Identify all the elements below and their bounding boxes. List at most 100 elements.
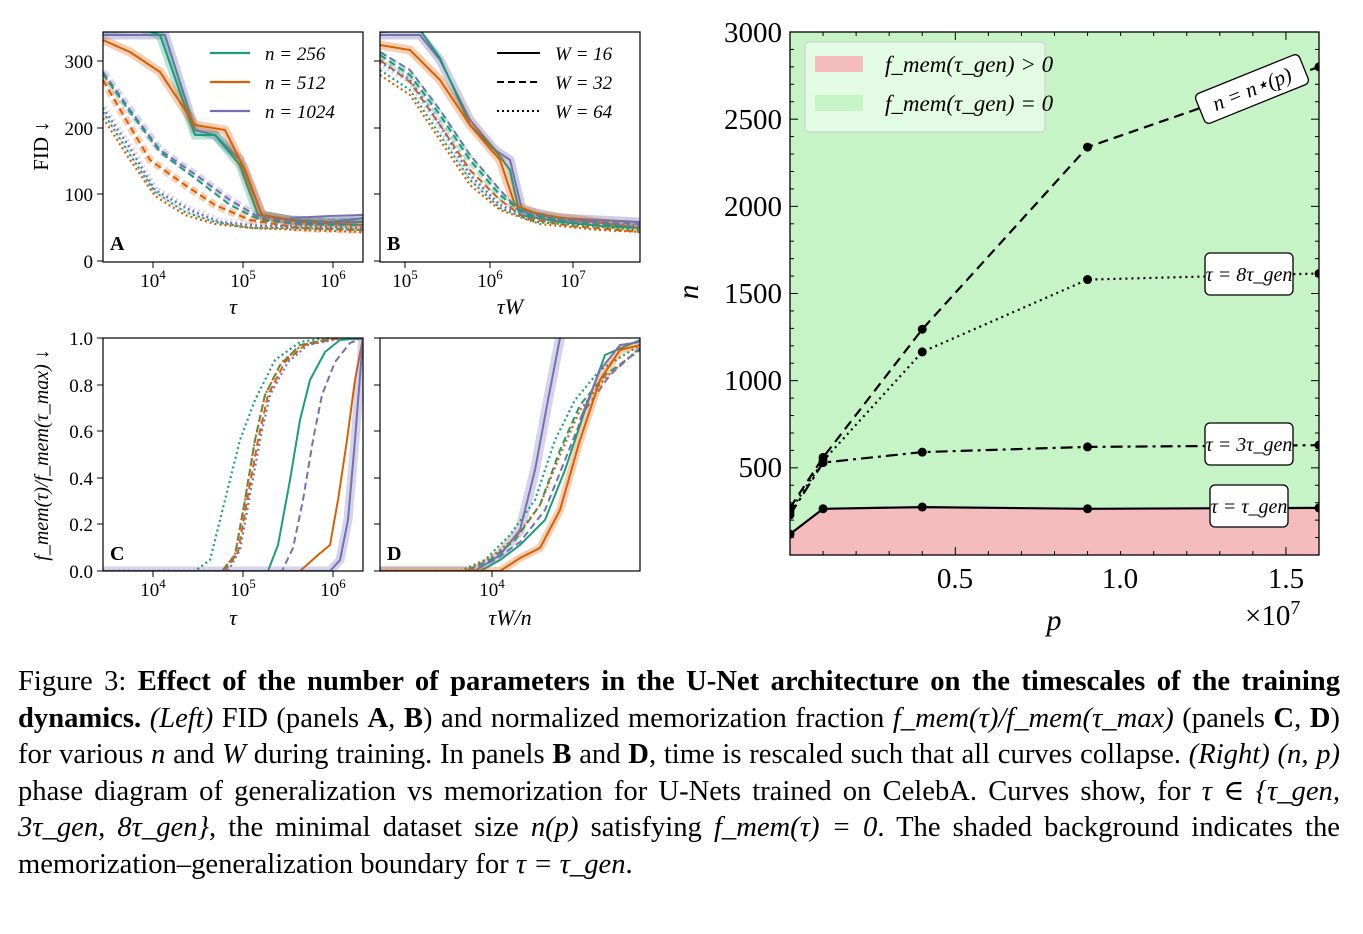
phase-curves <box>790 62 1319 539</box>
legend-green-label: f_mem(τ_gen) = 0 <box>885 91 1054 116</box>
panel-c-ylabel: f_mem(τ)/f_mem(τ_max) ↓ <box>31 349 53 560</box>
panel-b-xtick-1e6: 106 <box>477 267 503 292</box>
caption-text-15: . <box>625 848 633 880</box>
phase-point-1-2 <box>917 347 927 357</box>
caption-np2: n(p) <box>530 812 579 844</box>
phase-ytick-500: 500 <box>739 452 783 484</box>
caption-text-9: and <box>579 739 621 771</box>
caption-text-2: , <box>388 702 396 734</box>
legend-red-swatch <box>815 56 863 72</box>
panel-c-xtick-1e5: 105 <box>230 576 256 601</box>
panel-b-xtick-1e5: 105 <box>392 267 418 292</box>
legend-n-256-label: n = 256 <box>265 44 326 65</box>
panel-a-ylabel: FID ↓ <box>29 121 53 171</box>
panel-a-xlabel: τ <box>229 294 238 319</box>
phase-ylabel: n <box>672 285 705 300</box>
panel-c-letter: C <box>110 543 124 565</box>
caption-ref-d2: D <box>628 739 649 771</box>
phase-ytick-1500: 1500 <box>724 278 782 310</box>
caption-fmem-ratio: f_mem(τ)/f_mem(τ_max) <box>892 702 1174 734</box>
region-memorization <box>790 507 1319 555</box>
legend-w64-label: W = 64 <box>555 102 613 123</box>
panel-c-ytick-06: 0.6 <box>69 422 93 443</box>
legend-w16-label: W = 16 <box>555 44 613 65</box>
phase-point-0-2 <box>917 324 927 334</box>
panel-a-ytick-0: 0 <box>84 252 94 273</box>
caption-text-12: , the minimal dataset size <box>208 812 519 844</box>
panel-c-ytick-02: 0.2 <box>69 515 93 536</box>
panel-c: 0.0 0.2 0.4 0.6 0.8 1.0 104 105 106 τ f_… <box>31 329 364 630</box>
legend-w32-label: W = 32 <box>555 73 613 94</box>
label-t3-text: τ = 3τ_gen <box>1206 434 1293 456</box>
caption-ref-b: B <box>403 702 423 734</box>
phase-point-3-1 <box>818 504 828 514</box>
label-t1-text: τ = τ_gen <box>1211 496 1288 518</box>
caption-text-6: ) for various <box>18 702 1340 771</box>
panel-d-frame <box>379 337 641 572</box>
caption-ref-c: C <box>1273 702 1295 734</box>
phase-ticks <box>789 31 1320 555</box>
caption-text-1: FID (panels <box>221 702 359 734</box>
phase-point-2-0 <box>790 510 795 520</box>
panel-b-frame <box>379 31 641 263</box>
panel-b-letter: B <box>387 233 400 255</box>
phase-ytick-1000: 1000 <box>724 365 782 397</box>
legend-red-label: f_mem(τ_gen) > 0 <box>885 52 1054 77</box>
phase-point-1-3 <box>1083 275 1093 285</box>
caption-text-13: satisfying <box>590 812 702 844</box>
panel-b-xtick-1e7: 107 <box>560 267 586 292</box>
panel-d-xlabel: τW/n <box>488 605 531 630</box>
label-t3: τ = 3τ_gen <box>1204 422 1294 466</box>
phase-ytick-2500: 2500 <box>724 104 782 136</box>
phase-diagram: 500 1000 1500 2000 2500 3000 0.5 1.0 1.5… <box>672 17 1320 637</box>
phase-series-0 <box>790 65 1319 509</box>
caption-right-label: (Right) <box>1188 739 1270 771</box>
panel-c-ytick-08: 0.8 <box>69 376 93 397</box>
panel-c-ytick-04: 0.4 <box>69 469 93 490</box>
caption-text-8: during training. In panels <box>253 739 545 771</box>
phase-point-3-3 <box>1083 504 1093 514</box>
phase-point-2-1 <box>818 458 828 468</box>
phase-point-2-3 <box>1083 442 1093 452</box>
phase-legend-box <box>804 41 1046 133</box>
panel-b: 105 106 107 τW B W = 16 W = 32 W = 64 <box>374 31 641 319</box>
panel-d-letter: D <box>387 543 401 565</box>
panel-c-ytick-10: 1.0 <box>69 329 93 350</box>
phase-xtick-10: 1.0 <box>1102 563 1138 595</box>
panel-c-frame <box>102 337 364 572</box>
panel-a-letter: A <box>110 233 125 255</box>
caption-figure-label: Figure 3: <box>18 666 127 697</box>
phase-ytick-2000: 2000 <box>724 191 782 223</box>
panel-a-xtick-1e6: 106 <box>320 267 346 292</box>
phase-point-2-4 <box>1314 440 1319 450</box>
panel-d: 104 τW/n D <box>374 337 641 630</box>
caption-text-4: (panels <box>1182 702 1265 734</box>
legend-green-swatch <box>815 95 863 111</box>
figure-3: 0 100 200 300 104 105 106 τ FID ↓ A n = … <box>29 17 1320 637</box>
panel-a-curves <box>103 32 363 234</box>
caption-text-14: . The shaded background indicates the me… <box>18 812 1340 880</box>
panel-a-ytick-300: 300 <box>65 52 94 73</box>
phase-point-0-3 <box>1083 142 1093 152</box>
legend-n-512-label: n = 512 <box>265 73 326 94</box>
phase-point-3-0 <box>790 529 795 539</box>
caption-w: W <box>222 739 246 771</box>
panel-d-curves <box>380 338 640 571</box>
phase-xtick-05: 0.5 <box>937 563 973 595</box>
phase-legend: f_mem(τ_gen) > 0 f_mem(τ_gen) = 0 <box>804 41 1054 133</box>
caption-taugen: τ = τ_gen <box>515 848 626 880</box>
legend-w: W = 16 W = 32 W = 64 <box>497 44 613 123</box>
panel-a-frame <box>102 31 364 263</box>
panel-c-ytick-0: 0.0 <box>69 562 93 583</box>
caption-text-7: and <box>173 739 215 771</box>
panel-a-xtick-1e5: 105 <box>230 267 256 292</box>
panel-a-ytick-200: 200 <box>65 119 94 140</box>
panel-a-ytick-100: 100 <box>65 185 94 206</box>
label-t8: τ = 8τ_gen <box>1204 252 1294 296</box>
phase-point-3-2 <box>917 502 927 512</box>
caption-n: n <box>151 739 166 771</box>
caption-text-10: , time is rescaled such that all curves … <box>648 739 1181 771</box>
phase-point-2-2 <box>917 447 927 457</box>
figure-caption: Figure 3: Effect of the number of parame… <box>18 664 1340 884</box>
legend-n: n = 256 n = 512 n = 1024 <box>210 44 335 123</box>
